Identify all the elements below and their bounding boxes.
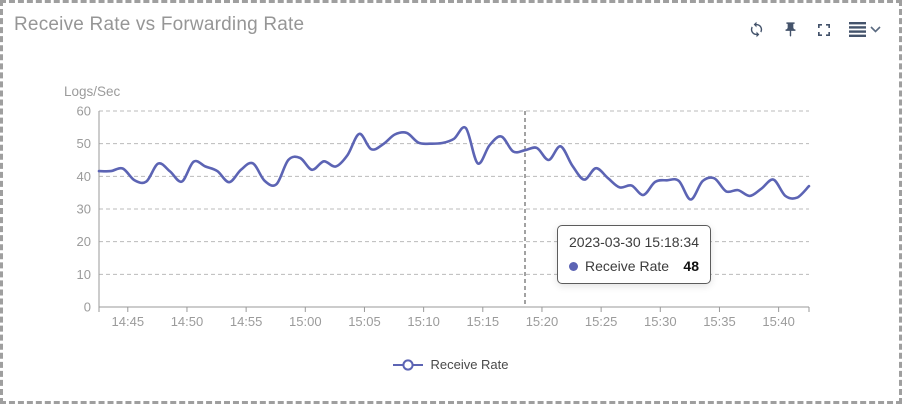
svg-text:40: 40 [77, 169, 91, 184]
tooltip-value: 48 [683, 258, 699, 274]
svg-text:60: 60 [77, 104, 91, 119]
svg-text:0: 0 [84, 300, 91, 315]
tooltip-series-label: Receive Rate [585, 258, 670, 274]
svg-text:15:30: 15:30 [644, 314, 677, 329]
toolbar [748, 21, 881, 38]
svg-text:14:55: 14:55 [230, 314, 263, 329]
svg-text:15:00: 15:00 [289, 314, 322, 329]
svg-text:50: 50 [77, 136, 91, 151]
refresh-button[interactable] [748, 21, 765, 38]
chart-canvas[interactable]: 0 10 20 30 40 50 60 14:45 14:50 14:55 15:00 15:05 15… [3, 3, 902, 404]
svg-text:15:10: 15:10 [407, 314, 440, 329]
legend-marker-icon [393, 358, 424, 371]
svg-text:30: 30 [77, 202, 91, 217]
tooltip-timestamp: 2023-03-30 15:18:34 [569, 234, 699, 250]
pin-button[interactable] [782, 21, 799, 38]
svg-text:15:15: 15:15 [467, 314, 500, 329]
svg-text:14:45: 14:45 [112, 314, 145, 329]
panel-title: Receive Rate vs Forwarding Rate [14, 14, 305, 35]
series-dot-icon [569, 261, 578, 271]
tooltip-series-row: Receive Rate 48 [569, 258, 699, 274]
tooltip: 2023-03-30 15:18:34 Receive Rate 48 [557, 225, 711, 284]
svg-text:15:05: 15:05 [348, 314, 381, 329]
legend-item-receive-rate[interactable]: Receive Rate [393, 357, 509, 372]
fullscreen-icon [818, 23, 830, 36]
svg-text:15:40: 15:40 [762, 314, 795, 329]
svg-text:15:20: 15:20 [526, 314, 559, 329]
svg-text:10: 10 [77, 267, 91, 282]
menu-button[interactable] [849, 22, 881, 37]
pin-icon [785, 22, 796, 37]
menu-icon [849, 22, 866, 37]
chevron-down-icon [870, 26, 881, 33]
svg-text:20: 20 [77, 234, 91, 249]
svg-text:15:25: 15:25 [585, 314, 618, 329]
refresh-icon [750, 21, 763, 38]
svg-text:15:35: 15:35 [703, 314, 736, 329]
legend: Receive Rate [3, 357, 899, 372]
legend-label: Receive Rate [430, 357, 509, 372]
svg-text:Logs/Sec: Logs/Sec [64, 84, 121, 99]
fullscreen-button[interactable] [816, 22, 832, 38]
svg-text:14:50: 14:50 [171, 314, 204, 329]
